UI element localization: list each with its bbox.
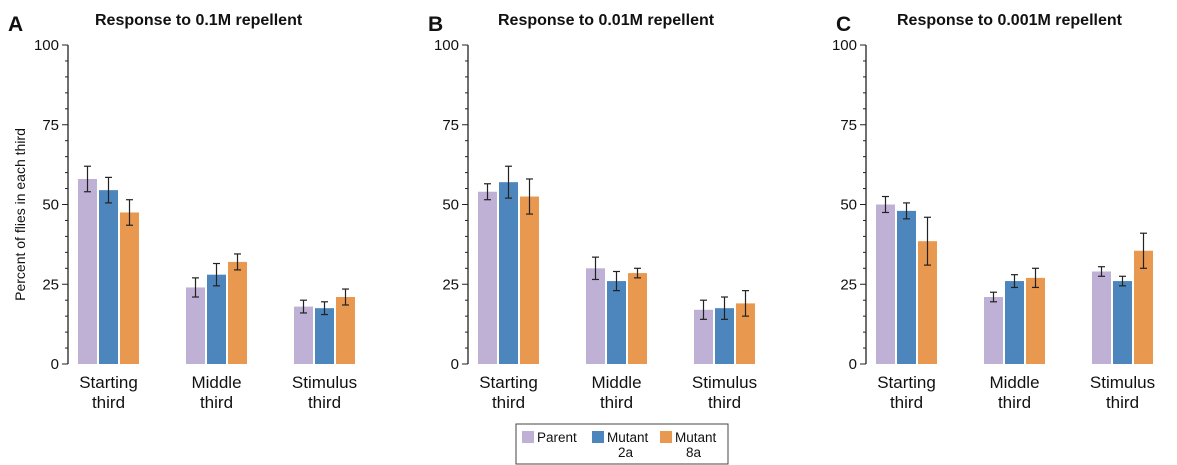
panel-a-category-label: third	[200, 393, 233, 412]
panel-a-y-tick-label: 75	[42, 117, 59, 134]
panel-c-bar-mutant-2a	[897, 210, 916, 364]
panel-c-bar-mutant-8a	[1026, 277, 1045, 364]
panel-c-y-tick-label: 0	[849, 356, 857, 373]
panel-b-bar-mutant-2a	[499, 182, 518, 364]
panel-a-bar-mutant-8a	[120, 212, 139, 364]
panel-b-y-tick-label: 25	[442, 276, 459, 293]
panel-a-y-tick-label: 100	[34, 37, 59, 54]
panel-c-bar-mutant-8a	[1134, 250, 1153, 364]
panel-b-category-label: Stimulus	[692, 373, 757, 392]
panel-a-bar-mutant-2a	[315, 308, 334, 364]
legend-swatch	[660, 431, 672, 443]
panel-a-letter: A	[8, 13, 23, 36]
panel-c-y-tick-label: 50	[840, 197, 857, 214]
panel-b-bar-parent	[694, 309, 713, 364]
panel-c-bar-mutant-2a	[1113, 281, 1132, 364]
panel-c-y-tick-label: 100	[832, 37, 857, 54]
panel-b-bar-mutant-8a	[736, 303, 755, 364]
panel-a-bar-mutant-2a	[99, 190, 118, 364]
panel-b-bar-mutant-2a	[715, 308, 734, 364]
legend-label: 2a	[618, 445, 634, 460]
legend-label: Mutant	[607, 430, 649, 445]
panel-b-bar-parent	[586, 268, 605, 364]
panel-c-category-label: Middle	[989, 373, 1039, 392]
panel-a-y-tick-label: 0	[51, 356, 59, 373]
panel-b-category-label: third	[708, 393, 741, 412]
panel-a-bar-mutant-8a	[336, 297, 355, 364]
panel-b-title: Response to 0.01M repellent	[498, 12, 715, 29]
panel-b-bar-mutant-8a	[520, 196, 539, 364]
panel-b-y-tick-label: 50	[442, 197, 459, 214]
panel-a-bar-parent	[294, 306, 313, 364]
panel-c-bar-mutant-2a	[1005, 281, 1024, 364]
panel-b-category-label: Middle	[591, 373, 641, 392]
panel-b-bar-mutant-8a	[628, 273, 647, 364]
panel-b-category-label: Starting	[479, 373, 538, 392]
panel-c-title: Response to 0.001M repellent	[897, 12, 1123, 29]
legend-swatch	[522, 431, 534, 443]
panel-a-bar-parent	[186, 287, 205, 364]
panel-a-y-tick-label: 50	[42, 197, 59, 214]
panel-b-category-label: third	[600, 393, 633, 412]
panel-a-y-axis-label: Percent of flies in each third	[12, 128, 28, 301]
panel-c-y-tick-label: 25	[840, 276, 857, 293]
panel-c-bar-parent	[1092, 271, 1111, 364]
panel-a-bar-parent	[78, 178, 97, 364]
panel-a-bar-mutant-8a	[228, 261, 247, 364]
panel-b-letter: B	[428, 13, 443, 36]
panel-c-category-label: third	[998, 393, 1031, 412]
panel-c-bar-parent	[876, 204, 895, 364]
panel-c-category-label: third	[1106, 393, 1139, 412]
panel-a-title: Response to 0.1M repellent	[95, 12, 303, 29]
panel-a-category-label: third	[308, 393, 341, 412]
panel-b-bar-parent	[478, 191, 497, 364]
panel-b-y-tick-label: 0	[451, 356, 459, 373]
panel-c-y-tick-label: 75	[840, 117, 857, 134]
panel-b-bar-mutant-2a	[607, 281, 626, 364]
panel-a-category-label: third	[92, 393, 125, 412]
panel-b-y-tick-label: 75	[442, 117, 459, 134]
panel-c-letter: C	[836, 13, 851, 36]
panel-c-bar-mutant-8a	[918, 241, 937, 364]
legend-box	[515, 423, 729, 465]
panel-c-category-label: Starting	[877, 373, 936, 392]
panel-a-category-label: Middle	[191, 373, 241, 392]
panel-c-bar-parent	[984, 297, 1003, 364]
panel-a-y-tick-label: 25	[42, 276, 59, 293]
panel-c-category-label: Stimulus	[1090, 373, 1155, 392]
legend-swatch	[592, 431, 604, 443]
panel-b-category-label: third	[492, 393, 525, 412]
panel-c-category-label: third	[890, 393, 923, 412]
legend-label: Parent	[537, 430, 577, 445]
legend-label: Mutant	[675, 430, 717, 445]
panel-a-category-label: Stimulus	[292, 373, 357, 392]
panel-a-category-label: Starting	[79, 373, 138, 392]
panel-b-y-tick-label: 100	[434, 37, 459, 54]
panel-a-bar-mutant-2a	[207, 274, 226, 364]
legend-label: 8a	[686, 445, 702, 460]
